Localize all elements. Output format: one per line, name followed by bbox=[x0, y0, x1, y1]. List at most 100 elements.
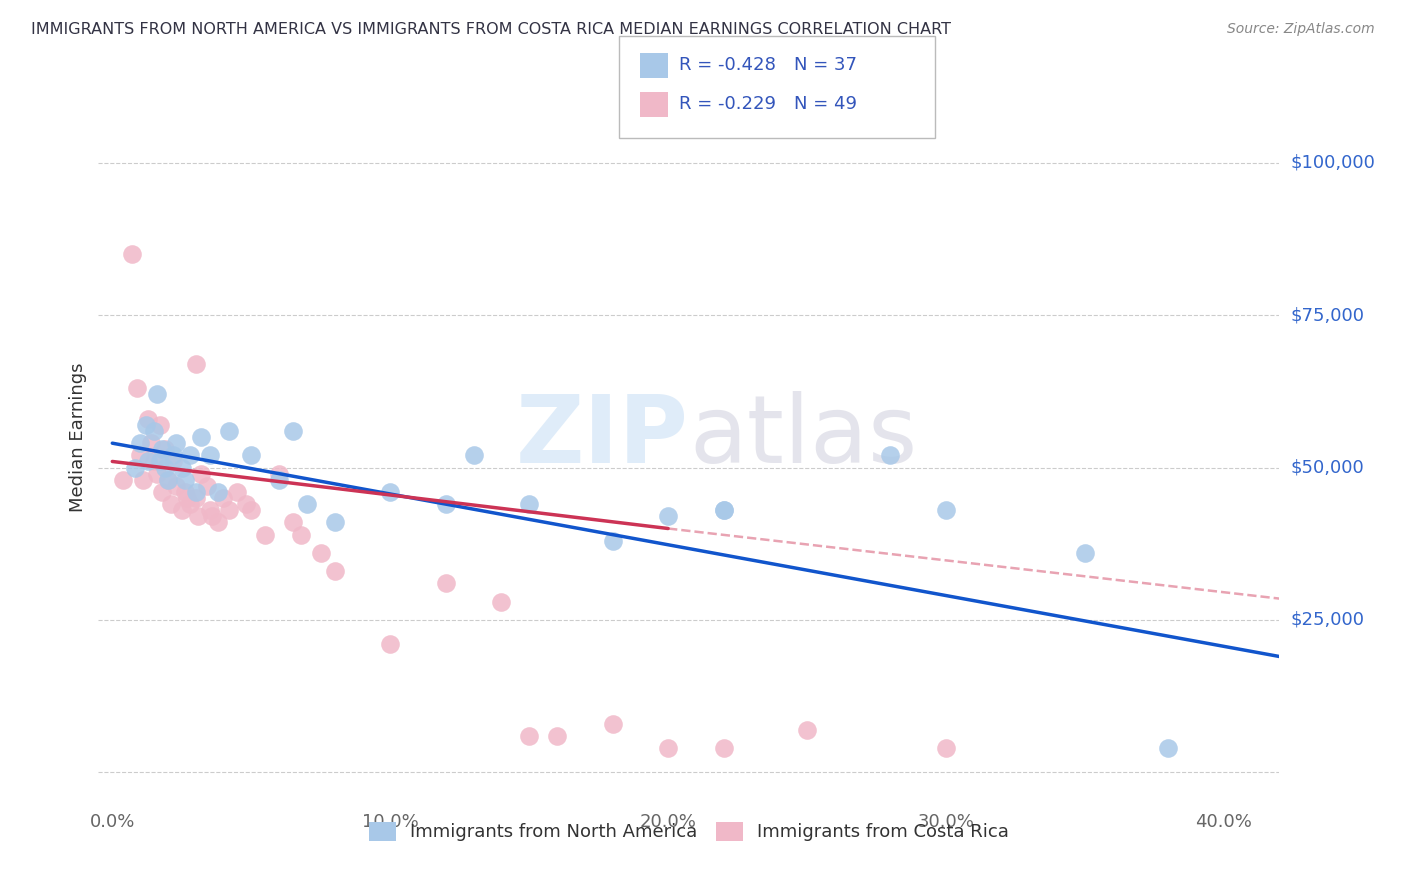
Point bbox=[173, 473, 195, 487]
Point bbox=[235, 497, 257, 511]
Text: R = -0.229: R = -0.229 bbox=[679, 95, 776, 113]
Text: IMMIGRANTS FROM NORTH AMERICA VS IMMIGRANTS FROM COSTA RICA MEDIAN EARNINGS CORR: IMMIGRANTS FROM NORTH AMERICA VS IMMIGRA… bbox=[31, 22, 950, 37]
Point bbox=[935, 740, 957, 755]
Point bbox=[546, 729, 568, 743]
Point bbox=[201, 509, 224, 524]
Point bbox=[170, 460, 193, 475]
Point bbox=[132, 473, 155, 487]
Point bbox=[267, 467, 290, 481]
Point bbox=[796, 723, 818, 737]
Point bbox=[150, 485, 173, 500]
Point bbox=[240, 448, 263, 462]
Point bbox=[517, 497, 540, 511]
Point bbox=[138, 454, 160, 468]
Point bbox=[380, 637, 402, 651]
Point bbox=[1074, 546, 1097, 560]
Point bbox=[195, 479, 218, 493]
Point bbox=[198, 448, 221, 462]
Point bbox=[323, 516, 346, 530]
Point bbox=[159, 497, 181, 511]
Point bbox=[254, 527, 277, 541]
Point bbox=[150, 442, 173, 457]
Point bbox=[135, 417, 157, 432]
Text: $50,000: $50,000 bbox=[1291, 458, 1364, 476]
Point bbox=[602, 533, 624, 548]
Point bbox=[165, 479, 187, 493]
Point bbox=[141, 436, 163, 450]
Point bbox=[212, 491, 235, 505]
Point bbox=[295, 497, 318, 511]
Point bbox=[879, 448, 901, 462]
Point bbox=[176, 491, 198, 505]
Point bbox=[434, 576, 457, 591]
Text: $100,000: $100,000 bbox=[1291, 153, 1375, 172]
Text: $75,000: $75,000 bbox=[1291, 306, 1365, 324]
Point bbox=[156, 473, 179, 487]
Point bbox=[146, 387, 169, 401]
Point bbox=[309, 546, 332, 560]
Y-axis label: Median Earnings: Median Earnings bbox=[69, 362, 87, 512]
Point bbox=[179, 448, 201, 462]
Point bbox=[184, 485, 207, 500]
Point bbox=[129, 448, 152, 462]
Point bbox=[935, 503, 957, 517]
Point bbox=[173, 485, 195, 500]
Point bbox=[162, 448, 184, 462]
Point bbox=[190, 430, 212, 444]
Point bbox=[184, 357, 207, 371]
Point bbox=[153, 442, 176, 457]
Text: $25,000: $25,000 bbox=[1291, 611, 1365, 629]
Point bbox=[434, 497, 457, 511]
Point bbox=[218, 503, 240, 517]
Point bbox=[207, 485, 229, 500]
Text: ZIP: ZIP bbox=[516, 391, 689, 483]
Point bbox=[148, 454, 170, 468]
Point bbox=[143, 454, 166, 468]
Point bbox=[170, 503, 193, 517]
Point bbox=[148, 417, 170, 432]
Point bbox=[156, 473, 179, 487]
Point bbox=[207, 516, 229, 530]
Point bbox=[143, 424, 166, 438]
Point bbox=[179, 497, 201, 511]
Point bbox=[226, 485, 249, 500]
Text: R = -0.428: R = -0.428 bbox=[679, 56, 776, 74]
Text: atlas: atlas bbox=[689, 391, 917, 483]
Point bbox=[218, 424, 240, 438]
Point bbox=[190, 467, 212, 481]
Legend: Immigrants from North America, Immigrants from Costa Rica: Immigrants from North America, Immigrant… bbox=[361, 814, 1017, 848]
Point bbox=[281, 424, 304, 438]
Text: Source: ZipAtlas.com: Source: ZipAtlas.com bbox=[1227, 22, 1375, 37]
Point bbox=[713, 503, 735, 517]
Point bbox=[657, 740, 679, 755]
Point bbox=[491, 594, 513, 608]
Point bbox=[187, 509, 209, 524]
Point bbox=[124, 460, 146, 475]
Point bbox=[463, 448, 485, 462]
Point bbox=[121, 247, 143, 261]
Point bbox=[162, 454, 184, 468]
Point bbox=[184, 491, 207, 505]
Point bbox=[153, 460, 176, 475]
Point bbox=[713, 740, 735, 755]
Point bbox=[602, 716, 624, 731]
Point bbox=[1157, 740, 1180, 755]
Point bbox=[129, 436, 152, 450]
Point bbox=[380, 485, 402, 500]
Point bbox=[240, 503, 263, 517]
Point bbox=[165, 436, 187, 450]
Text: N = 49: N = 49 bbox=[794, 95, 858, 113]
Point bbox=[138, 412, 160, 426]
Point bbox=[281, 516, 304, 530]
Point bbox=[657, 509, 679, 524]
Point bbox=[323, 564, 346, 578]
Point bbox=[112, 473, 135, 487]
Point bbox=[198, 503, 221, 517]
Text: N = 37: N = 37 bbox=[794, 56, 858, 74]
Point bbox=[146, 467, 169, 481]
Point bbox=[127, 381, 149, 395]
Point bbox=[517, 729, 540, 743]
Point bbox=[290, 527, 312, 541]
Point bbox=[713, 503, 735, 517]
Point bbox=[267, 473, 290, 487]
